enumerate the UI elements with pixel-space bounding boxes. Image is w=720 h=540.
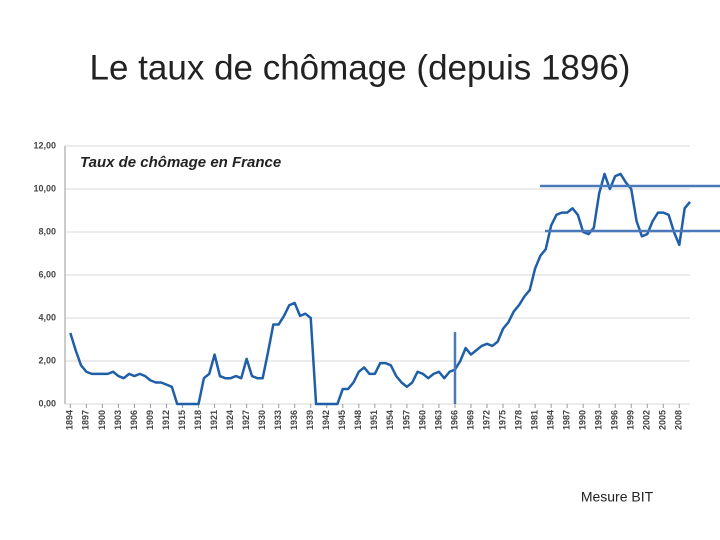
x-tick-label: 1930 — [257, 410, 267, 430]
x-tick-label: 1996 — [610, 410, 620, 430]
x-tick-label: 1990 — [578, 410, 588, 430]
x-tick-label: 1978 — [513, 410, 523, 430]
x-tick-label: 2005 — [658, 410, 668, 430]
x-tick-label: 1918 — [193, 410, 203, 430]
y-tick-label: 0,00 — [38, 398, 56, 408]
x-tick-label: 1933 — [273, 410, 283, 430]
x-tick-label: 1963 — [433, 410, 443, 430]
x-tick-label: 1924 — [225, 410, 235, 430]
annotation: Mesure BIT — [581, 489, 654, 505]
line-series — [69, 172, 691, 406]
x-tick-label: 1966 — [449, 410, 459, 430]
x-tick-label: 1993 — [594, 410, 604, 430]
chart-title: Taux de chômage en France — [80, 154, 281, 171]
x-tick-label: 1972 — [481, 410, 491, 430]
x-tick-label: 1942 — [321, 410, 331, 430]
x-tick-label: 1960 — [417, 410, 427, 430]
y-tick-label: 8,00 — [38, 226, 56, 236]
x-tick-label: 2008 — [674, 410, 684, 430]
y-tick-label: 12,00 — [33, 140, 56, 150]
x-tick-label: 1894 — [65, 410, 75, 430]
x-tick-label: 1999 — [626, 410, 636, 430]
x-tick-label: 1903 — [113, 410, 123, 430]
x-tick-label: 1897 — [81, 410, 91, 430]
x-tick-label: 1906 — [129, 410, 139, 430]
x-tick-label: 1987 — [562, 410, 572, 430]
x-tick-label: 1948 — [353, 410, 363, 430]
x-tick-label: 2002 — [642, 410, 652, 430]
x-tick-label: 1909 — [145, 410, 155, 430]
x-tick-label: 1939 — [305, 410, 315, 430]
y-tick-label: 2,00 — [38, 355, 56, 365]
x-tick-label: 1954 — [385, 410, 395, 430]
x-tick-label: 1984 — [545, 410, 555, 430]
x-tick-label: 1969 — [465, 410, 475, 430]
x-tick-label: 1927 — [241, 410, 251, 430]
x-tick-label: 1981 — [529, 410, 539, 430]
y-tick-label: 4,00 — [38, 312, 56, 322]
slide-title: Le taux de chômage (depuis 1896) — [90, 48, 631, 87]
x-tick-label: 1936 — [289, 410, 299, 430]
y-tick-label: 6,00 — [38, 269, 56, 279]
x-tick-label: 1945 — [337, 410, 347, 430]
y-tick-label: 10,00 — [33, 183, 56, 193]
x-tick-label: 1921 — [209, 410, 219, 430]
x-tick-label: 1957 — [401, 410, 411, 430]
x-tick-label: 1951 — [369, 410, 379, 430]
x-tick-label: 1915 — [177, 410, 187, 430]
x-tick-label: 1912 — [161, 410, 171, 430]
x-tick-label: 1975 — [497, 410, 507, 430]
x-tick-label: 1900 — [97, 410, 107, 430]
plot: 0,00 2,00 4,00 6,00 8,00 10,00 12,00 1894 1897 19… — [33, 140, 691, 430]
